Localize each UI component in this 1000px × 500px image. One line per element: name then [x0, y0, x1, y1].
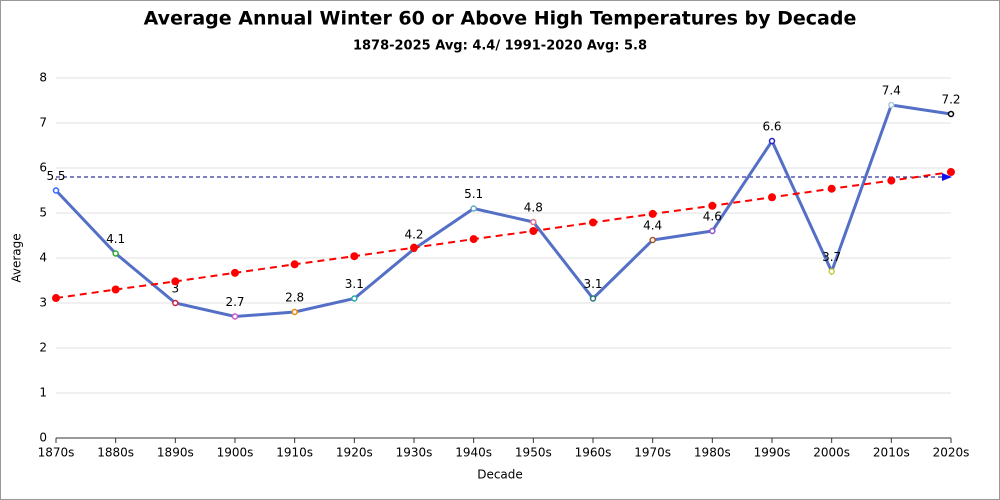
data-label: 4.8 — [524, 201, 543, 215]
chart-subtitle: 1878-2025 Avg: 4.4/ 1991-2020 Avg: 5.8 — [353, 39, 647, 54]
data-point — [52, 187, 60, 194]
x-tick-label: 1870s — [38, 446, 75, 460]
data-line — [54, 103, 952, 319]
data-point — [709, 227, 716, 235]
data-point — [828, 268, 835, 275]
trend-point — [708, 201, 717, 210]
trend-point — [887, 176, 896, 185]
y-tick-label: 5 — [39, 206, 47, 220]
x-tick-label: 1990s — [754, 446, 791, 460]
x-tick-label: 2000s — [813, 446, 850, 460]
data-point — [351, 295, 358, 302]
trend-point — [111, 285, 120, 294]
y-tick-label: 1 — [39, 386, 47, 400]
x-tick-label: 1910s — [276, 446, 313, 460]
x-tick-label: 1930s — [396, 446, 433, 460]
data-point — [172, 299, 179, 307]
y-tick-label: 6 — [39, 161, 47, 175]
trend-point — [171, 277, 180, 286]
trend-point — [648, 209, 657, 218]
data-point — [530, 218, 537, 226]
data-label: 4.1 — [106, 232, 125, 246]
data-point — [768, 137, 776, 145]
data-label: 5.5 — [46, 169, 65, 183]
data-label: 3.1 — [345, 277, 364, 291]
y-tick-label: 4 — [39, 251, 47, 265]
data-label: 3 — [172, 282, 180, 296]
data-label: 6.6 — [762, 120, 781, 134]
y-tick-label: 7 — [39, 116, 47, 130]
trend-point — [469, 235, 478, 244]
data-point — [291, 308, 298, 316]
chart-title: Average Annual Winter 60 or Above High T… — [144, 8, 857, 30]
data-point — [947, 110, 955, 118]
x-tick-label: 1890s — [157, 446, 194, 460]
x-tick-label: 1900s — [217, 446, 254, 460]
data-label: 4.4 — [643, 219, 662, 233]
trend-point — [290, 260, 299, 269]
data-point — [231, 313, 239, 320]
y-tick-label: 8 — [39, 71, 47, 85]
data-point — [470, 205, 477, 212]
trend-point — [52, 294, 60, 303]
data-label: 3.7 — [822, 250, 841, 264]
x-tick-label: 1950s — [515, 446, 552, 460]
data-point — [888, 101, 895, 109]
y-tick-label: 3 — [39, 296, 47, 310]
trend-point — [529, 227, 538, 235]
trend-point — [350, 252, 359, 261]
x-tick-label: 1940s — [455, 446, 492, 460]
data-point — [112, 250, 119, 257]
data-label: 4.2 — [404, 228, 423, 242]
trend-line — [55, 171, 952, 300]
data-label: 2.7 — [225, 295, 244, 309]
x-tick-label: 2010s — [873, 446, 910, 460]
data-label: 2.8 — [285, 291, 304, 305]
trend-point — [827, 184, 836, 193]
y-axis-title: Average — [10, 233, 24, 282]
x-tick-label: 1980s — [694, 446, 731, 460]
y-tick-label: 0 — [39, 431, 47, 445]
trend-point — [768, 193, 776, 202]
x-tick-label: 2020s — [933, 446, 970, 460]
data-label: 5.1 — [464, 187, 483, 201]
data-point — [589, 295, 597, 302]
y-tick-label: 2 — [39, 341, 47, 355]
trend-point — [947, 168, 955, 177]
data-label: 3.1 — [583, 277, 602, 291]
x-tick-label: 1920s — [336, 446, 373, 460]
data-point — [649, 236, 656, 244]
data-label: 7.2 — [941, 93, 960, 107]
trend-point — [410, 243, 418, 252]
x-tick-label: 1880s — [97, 446, 134, 460]
x-axis-title: Decade — [477, 468, 523, 482]
trend-point — [589, 218, 597, 227]
x-tick-label: 1960s — [575, 446, 612, 460]
data-label: 7.4 — [882, 84, 901, 98]
data-label: 4.6 — [703, 210, 722, 224]
trend-point — [231, 268, 239, 277]
x-tick-label: 1970s — [634, 446, 671, 460]
